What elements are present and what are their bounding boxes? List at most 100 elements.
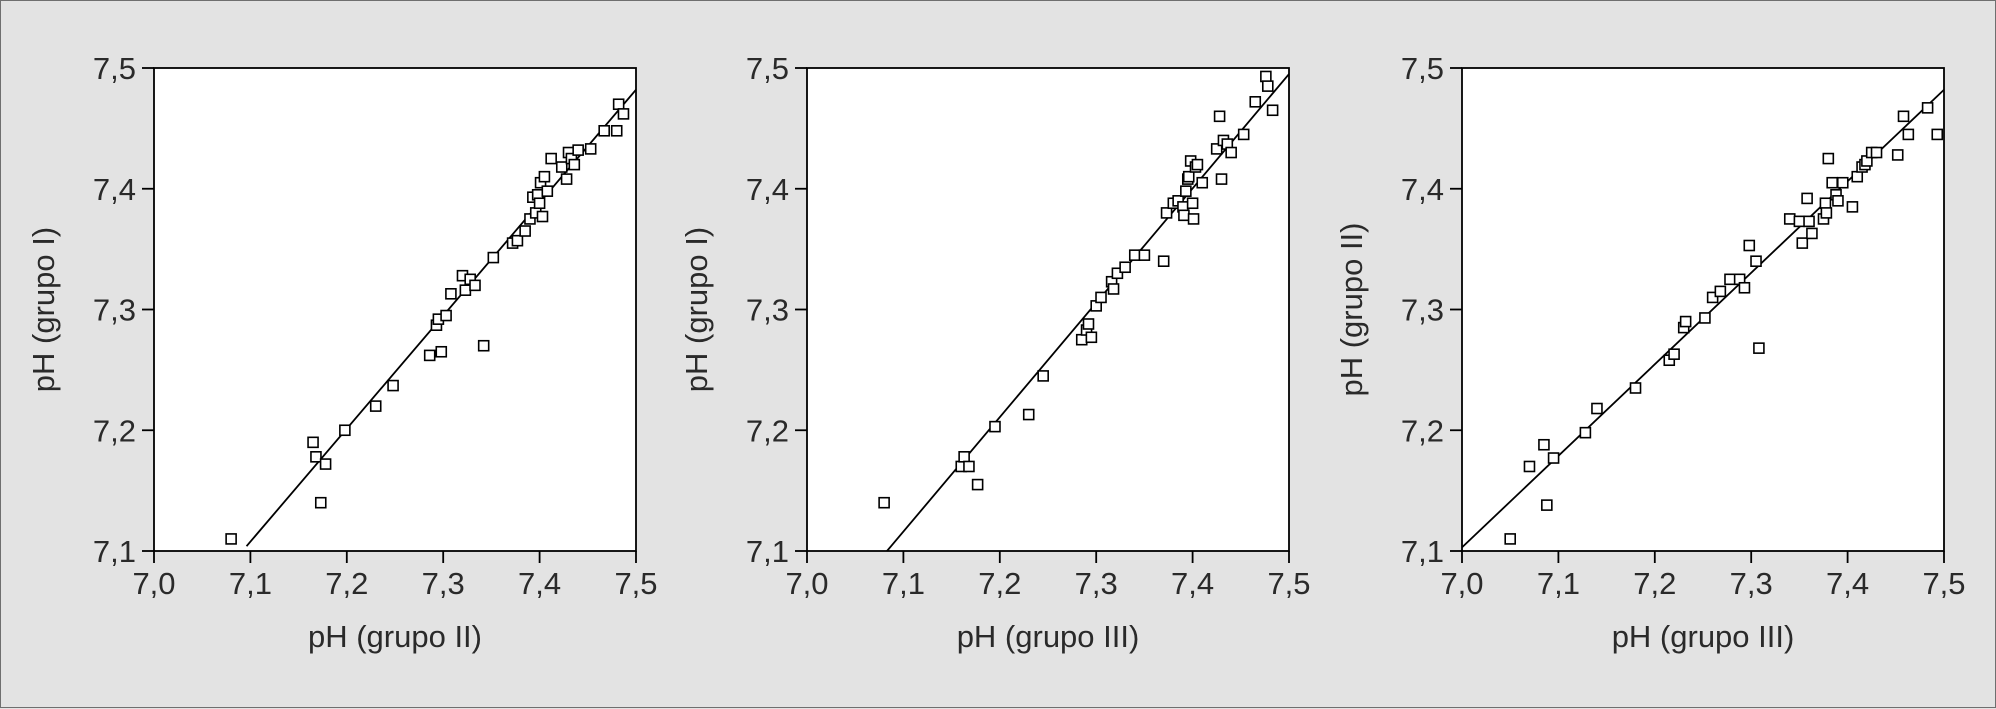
data-point	[1902, 128, 1915, 141]
data-point	[1547, 452, 1560, 464]
data-point	[1085, 331, 1098, 344]
data-point	[1699, 312, 1711, 324]
x-tick-label: 7,4	[1826, 566, 1869, 601]
y-tick-label: 7,5	[93, 51, 136, 86]
data-point	[1186, 197, 1199, 210]
data-point	[617, 108, 630, 120]
data-point	[1541, 499, 1553, 511]
data-point	[1822, 152, 1835, 165]
data-point	[310, 451, 322, 463]
y-tick-label: 7,4	[1401, 172, 1444, 207]
data-point	[1237, 128, 1250, 141]
x-tick-label: 7,2	[325, 566, 368, 601]
data-point	[536, 210, 549, 223]
data-point	[339, 424, 351, 437]
data-point	[1266, 104, 1279, 117]
data-point	[1738, 281, 1751, 294]
x-tick-label: 7,3	[1075, 566, 1118, 601]
y-tick-label: 7,2	[1401, 413, 1444, 448]
data-point	[1095, 291, 1107, 304]
y-axis-title: pH (grupo I)	[26, 227, 61, 392]
data-point	[1075, 333, 1088, 346]
data-point	[1668, 348, 1680, 360]
data-point	[878, 496, 890, 509]
y-tick-label: 7,1	[93, 534, 136, 569]
y-tick-label: 7,3	[93, 293, 136, 328]
data-point	[1796, 237, 1809, 249]
x-tick-label: 7,5	[1922, 566, 1965, 601]
data-point	[469, 279, 481, 292]
y-tick-label: 7,4	[746, 172, 789, 207]
data-point	[487, 251, 500, 264]
data-point	[1750, 255, 1762, 267]
data-point	[314, 496, 327, 509]
x-tick-label: 7,1	[882, 566, 925, 601]
data-point	[1629, 382, 1642, 394]
x-tick-label: 7,0	[785, 566, 828, 601]
data-point	[1783, 213, 1796, 225]
x-axis-title: pH (grupo III)	[1612, 619, 1795, 654]
data-point	[1260, 70, 1272, 83]
data-point	[541, 185, 554, 197]
scatter-panel-3: 7,0 7,1 7,2 7,3 7,4 7,57,17,27,37,47,5pH (gru…	[1334, 51, 1966, 654]
data-point	[545, 152, 557, 165]
data-point	[568, 158, 581, 171]
scatter-panel-1: 7,0 7,1 7,2 7,3 7,4 7,57,17,27,37,47,5pH (gru…	[26, 51, 658, 654]
data-point	[387, 379, 399, 392]
data-point	[1579, 426, 1592, 439]
x-tick-label: 7,1	[1537, 566, 1580, 601]
data-point	[958, 451, 970, 463]
x-tick-label: 7,2	[1633, 566, 1676, 601]
y-tick-label: 7,4	[93, 172, 136, 207]
data-point	[538, 170, 551, 183]
data-point	[1851, 170, 1864, 183]
data-point	[1138, 249, 1151, 261]
x-tick-label: 7,4	[1171, 566, 1214, 601]
x-tick-label: 7,2	[978, 566, 1021, 601]
data-point	[1753, 342, 1765, 354]
data-point	[1187, 213, 1200, 225]
x-tick-label: 7,4	[518, 566, 561, 601]
data-point	[1107, 283, 1120, 295]
data-point	[1591, 402, 1603, 415]
data-point	[1111, 267, 1124, 280]
data-point	[1931, 128, 1944, 141]
data-point	[1897, 110, 1910, 123]
data-point	[1870, 146, 1883, 159]
data-point	[1793, 215, 1806, 228]
y-axis-title: pH (grupo II)	[1334, 222, 1369, 396]
data-point	[1538, 438, 1550, 451]
y-tick-label: 7,3	[746, 293, 789, 328]
data-point	[1801, 192, 1813, 205]
x-tick-label: 7,0	[1440, 566, 1483, 601]
data-point	[572, 144, 584, 156]
data-point	[440, 309, 452, 322]
data-point	[1806, 227, 1818, 240]
data-point	[1724, 273, 1736, 286]
data-point	[519, 225, 531, 237]
data-point	[1191, 158, 1204, 171]
data-point	[1706, 291, 1719, 304]
y-axis-title: pH (grupo I)	[679, 227, 714, 392]
data-point	[1261, 80, 1274, 92]
data-point	[1846, 201, 1859, 213]
data-point	[1803, 215, 1815, 228]
scatter-panel-2: 7,0 7,1 7,2 7,3 7,4 7,57,17,27,37,47,5pH (gru…	[679, 51, 1311, 654]
x-tick-label: 7,5	[614, 566, 657, 601]
data-point	[511, 234, 524, 247]
data-point	[477, 339, 490, 352]
y-tick-label: 7,5	[1401, 51, 1444, 86]
data-point	[1836, 176, 1849, 189]
data-point	[1037, 370, 1049, 382]
data-point	[369, 400, 382, 412]
data-point	[1714, 285, 1727, 298]
data-point	[555, 161, 568, 173]
data-point	[612, 98, 625, 111]
y-tick-label: 7,2	[93, 413, 136, 448]
data-point	[1249, 96, 1262, 108]
data-point	[1128, 249, 1141, 261]
data-point	[598, 124, 610, 137]
data-point	[1182, 170, 1195, 183]
